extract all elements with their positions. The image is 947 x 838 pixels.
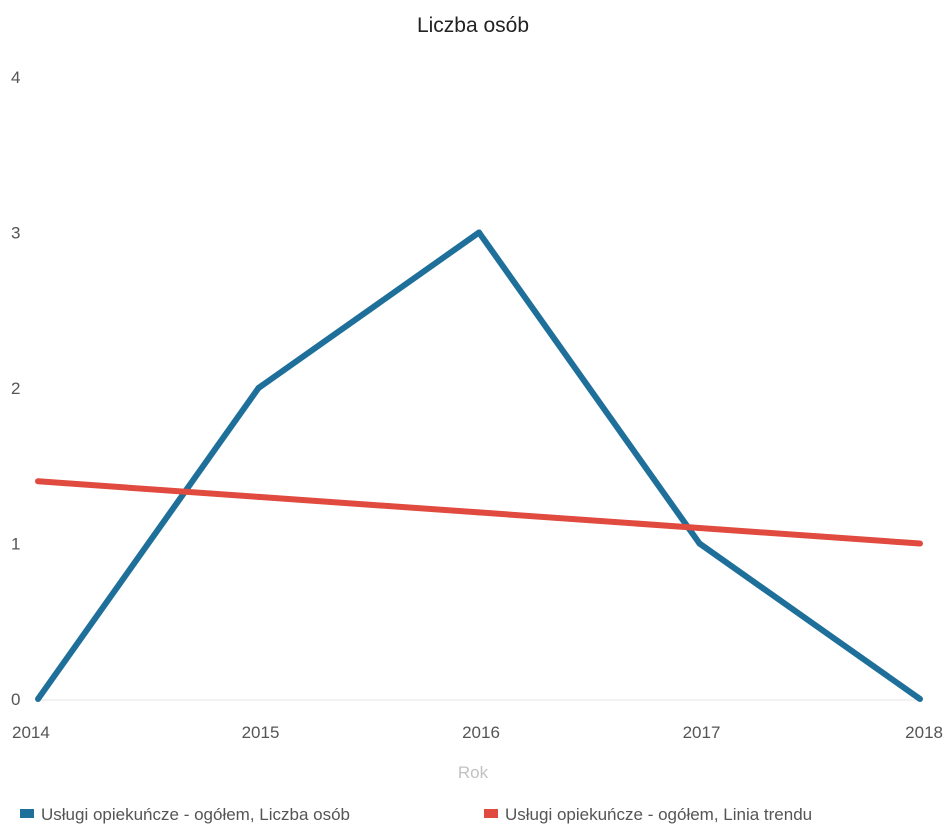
x-tick-label: 2014 — [12, 723, 50, 742]
data-point — [255, 493, 262, 500]
data-point — [696, 540, 703, 547]
data-point — [696, 524, 703, 531]
data-point — [255, 385, 262, 391]
legend-label: Usługi opiekuńcze - ogółem, Liczba osób — [41, 805, 350, 824]
data-point — [476, 509, 482, 516]
data-point — [35, 478, 41, 485]
y-tick-label: 3 — [11, 224, 20, 243]
x-tick-label: 2017 — [683, 723, 721, 742]
chart-title: Liczba osób — [417, 14, 529, 37]
data-point — [35, 696, 41, 702]
y-tick-label: 2 — [11, 379, 20, 398]
x-tick-label: 2016 — [462, 723, 500, 742]
x-tick-label: 2015 — [242, 723, 280, 742]
series-lines — [35, 229, 923, 702]
data-point — [917, 696, 923, 702]
legend-swatch — [484, 809, 498, 818]
y-axis-ticks: 0 1 2 3 4 — [11, 68, 20, 709]
x-tick-label: 2018 — [905, 723, 943, 742]
y-tick-label: 4 — [11, 68, 20, 87]
series-line-1 — [35, 229, 922, 702]
legend-swatch — [20, 809, 34, 818]
x-axis-label: Rok — [458, 763, 489, 782]
y-tick-label: 1 — [11, 535, 20, 554]
y-tick-label: 0 — [11, 690, 20, 709]
legend: Usługi opiekuńcze - ogółem, Liczba osób U… — [20, 805, 812, 824]
data-point — [476, 229, 482, 236]
data-point — [917, 540, 923, 547]
x-axis-ticks: 2014 2015 2016 2017 2018 — [12, 723, 943, 742]
legend-label: Usługi opiekuńcze - ogółem, Linia trendu — [505, 805, 812, 824]
